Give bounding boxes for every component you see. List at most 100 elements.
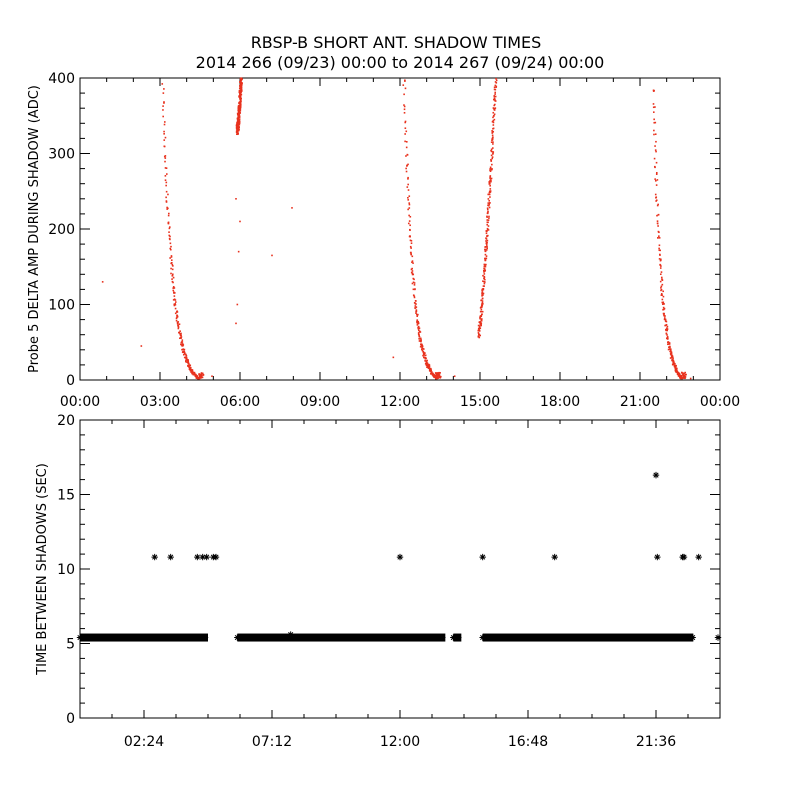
data-point [534,634,541,641]
data-point [185,354,188,357]
data-point [156,634,164,641]
data-point [481,305,483,308]
data-point [493,109,496,111]
data-point [196,375,199,377]
data-point [482,285,485,287]
x-tick-label: 12:00 [380,394,420,410]
data-point [193,371,196,374]
data-point [493,113,496,116]
data-point [429,634,436,641]
data-point [417,327,419,329]
x-tick-label: 00:00 [700,394,740,410]
data-point [669,357,672,359]
data-point [569,634,576,641]
data-point [404,634,411,641]
data-point [240,79,242,81]
data-point [171,263,174,266]
data-point [407,178,409,180]
data-point [417,329,420,332]
data-point [430,368,432,370]
data-point [161,83,164,85]
data-point [404,80,406,82]
data-point [682,372,684,374]
data-point [479,634,486,641]
data-point [492,116,494,119]
data-point [492,98,495,101]
data-point [481,313,483,316]
data-point [195,375,197,377]
data-point [678,375,681,378]
data-point [238,123,241,126]
data-point [489,170,492,173]
data-point [410,239,413,242]
data-point [413,295,416,298]
data-point [187,362,190,364]
data-point [254,634,261,641]
data-point [609,634,616,641]
data-point [413,302,416,304]
data-point [162,109,164,111]
data-point [478,321,481,323]
data-point [489,191,492,193]
data-point [238,87,241,90]
data-point [488,181,491,183]
data-point [407,163,409,166]
data-point [411,282,414,285]
data-point [240,91,242,94]
data-point [185,353,187,356]
data-point [482,269,485,272]
data-point [334,634,341,641]
data-point [408,220,411,222]
data-point [176,634,184,641]
data-point [480,315,483,318]
data-point [403,104,405,106]
data-point [169,247,172,250]
data-point [492,107,495,109]
data-point [677,373,680,376]
data-point [453,375,456,378]
data-point [411,261,413,264]
data-point [406,186,409,188]
data-point [660,285,663,288]
data-point [491,139,493,142]
data-point [450,634,457,641]
data-point [662,290,664,293]
data-point [179,330,181,332]
data-point [415,300,417,302]
data-point [488,182,491,184]
data-point [668,348,671,350]
data-point [485,249,488,251]
data-point [141,634,149,641]
data-point [170,255,173,257]
data-point [417,322,420,324]
data-point [237,118,239,121]
data-point [423,352,425,355]
data-point [489,190,492,192]
data-point [164,157,167,159]
data-point [495,79,498,82]
data-point [402,84,405,86]
data-point [529,634,536,641]
data-point [180,343,182,346]
data-point [478,328,480,330]
data-point [407,176,409,179]
data-point [676,370,679,373]
data-point [410,253,412,255]
data-point [655,200,657,202]
data-point [199,374,201,376]
data-point [200,376,203,379]
data-point [486,241,488,244]
data-point [629,634,636,641]
data-point [237,122,239,125]
data-point [514,634,521,641]
data-point [584,634,591,641]
data-point [489,180,491,182]
data-point [170,245,172,248]
data-point [171,275,174,277]
data-point [483,271,485,273]
data-point [480,308,483,311]
data-point [663,318,666,321]
data-point [494,93,496,95]
data-point [482,274,484,277]
data-point [190,369,193,371]
